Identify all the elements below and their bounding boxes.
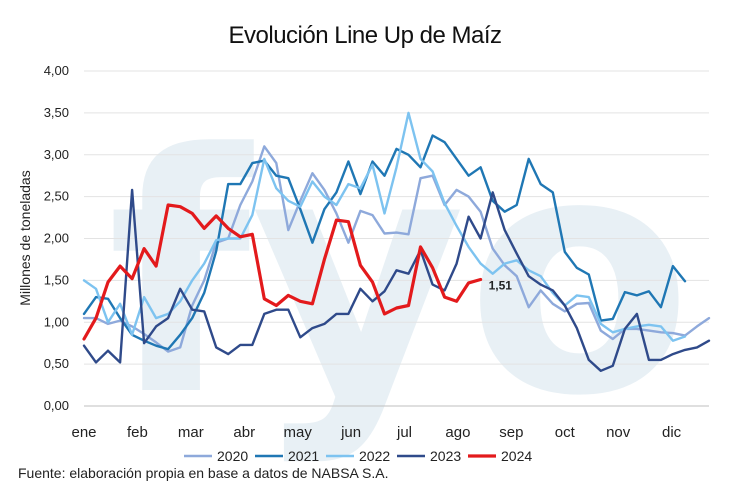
series-line-2024 — [82, 203, 483, 341]
x-tick-label: ene — [71, 424, 96, 441]
series-group — [82, 111, 711, 372]
y-tick-label: 3,00 — [44, 147, 69, 162]
legend-label-2024: 2024 — [501, 448, 532, 464]
x-tick-label: mar — [178, 424, 204, 441]
source-note: Fuente: elaboración propia en base a dat… — [18, 465, 388, 481]
y-tick-label: 2,00 — [44, 231, 69, 246]
x-tick-label: ago — [445, 424, 470, 441]
x-tick-label: may — [284, 424, 313, 441]
y-tick-label: 2,50 — [44, 189, 69, 204]
y-tick-label: 0,50 — [44, 356, 69, 371]
last-value-label: 1,51 — [489, 279, 513, 293]
y-tick-label: 3,50 — [44, 105, 69, 120]
x-tick-label: sep — [499, 424, 523, 441]
series-line-2021 — [82, 134, 687, 351]
x-tick-label: feb — [127, 424, 148, 441]
y-tick-label: 1,50 — [44, 272, 69, 287]
legend-label-2023: 2023 — [430, 448, 461, 464]
y-axis-label: Millones de toneladas — [17, 170, 33, 305]
legend-label-2022: 2022 — [359, 448, 390, 464]
x-tick-label: oct — [555, 424, 576, 441]
x-tick-label: jun — [340, 424, 361, 441]
x-tick-label: abr — [233, 424, 255, 441]
y-tick-label: 4,00 — [44, 63, 69, 78]
series-line-2023 — [82, 188, 711, 372]
y-tick-label: 1,00 — [44, 314, 69, 329]
legend-label-2020: 2020 — [217, 448, 248, 464]
x-tick-label: nov — [606, 424, 631, 441]
y-tick-label: 0,00 — [44, 398, 69, 413]
chart-title: Evolución Line Up de Maíz — [229, 22, 502, 49]
axes: 0,00 0,50 1,00 1,50 2,00 2,50 3,00 3,50 4,00 ene f… — [44, 63, 682, 441]
series-line-2020 — [82, 145, 711, 353]
x-tick-label: jul — [396, 424, 412, 441]
x-tick-label: dic — [662, 424, 682, 441]
legend: 2020 2021 2022 2023 2024 — [184, 448, 532, 464]
legend-label-2021: 2021 — [288, 448, 319, 464]
